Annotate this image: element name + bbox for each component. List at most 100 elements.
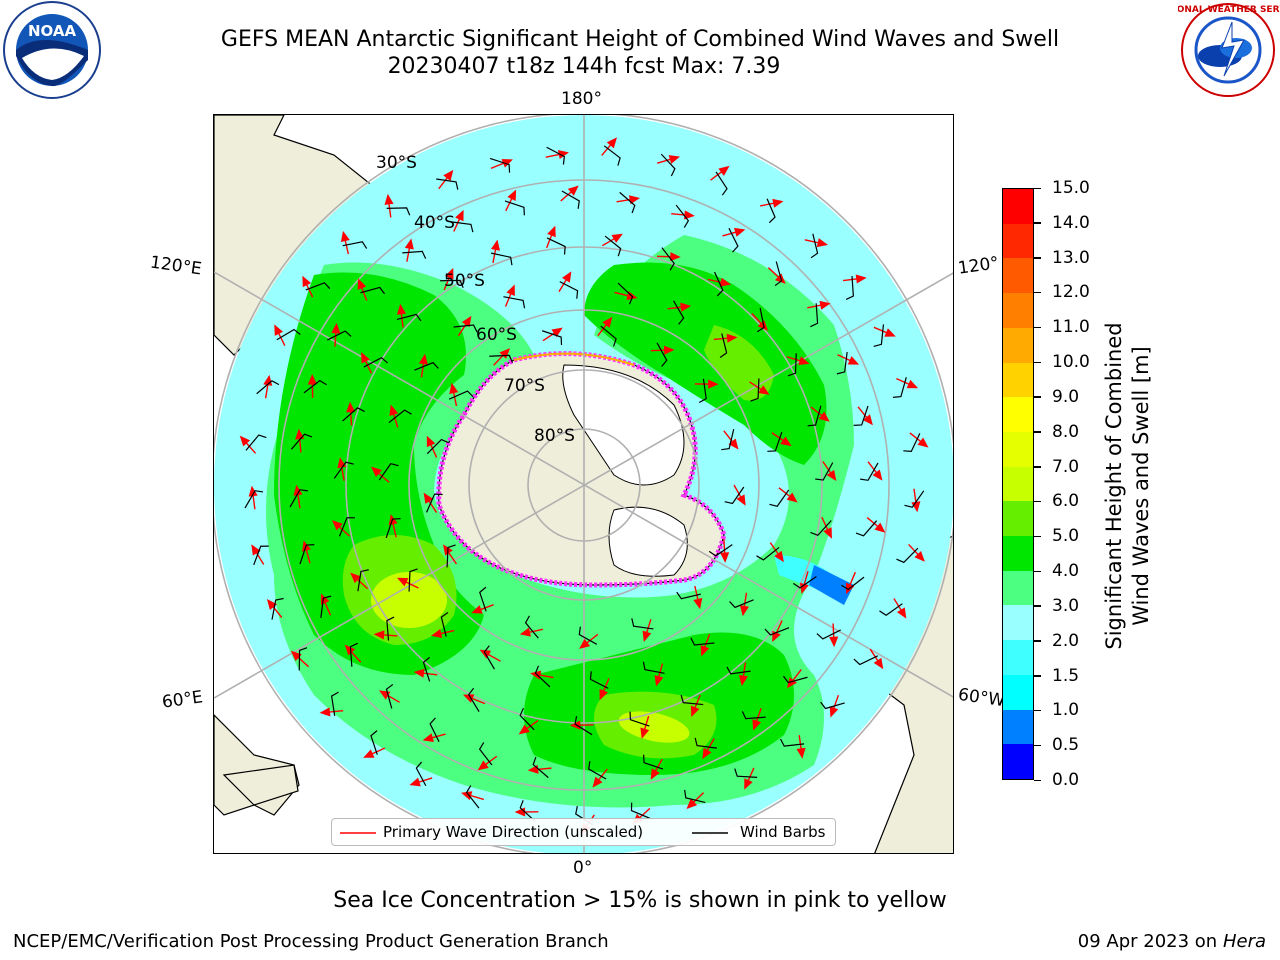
wave-arrow-head xyxy=(602,316,613,328)
colorbar-tick-mark xyxy=(1034,431,1041,433)
wind-barb xyxy=(357,569,369,592)
wave-arrow-head xyxy=(738,674,748,687)
wind-barb xyxy=(604,235,622,257)
wind-barb xyxy=(630,802,651,819)
wind-barb xyxy=(303,379,327,394)
wind-barb xyxy=(879,603,903,617)
wave-arrow-head xyxy=(702,747,712,760)
colorbar-segment xyxy=(1003,674,1033,710)
lon-label-0: 0° xyxy=(573,858,593,878)
wind-barb xyxy=(385,518,401,539)
wave-arrow-head xyxy=(592,776,603,788)
wave-arrow-head xyxy=(413,668,425,678)
wave-arrow-head xyxy=(331,520,343,531)
wind-barb xyxy=(519,800,536,822)
nws-logo: NATIONAL WEATHER SERVICE xyxy=(1153,0,1280,100)
map-svg xyxy=(214,115,953,853)
sea-ice-caption: Sea Ice Concentration > 15% is shown in … xyxy=(333,888,947,913)
wind-barb xyxy=(764,627,790,636)
wave-arrow-head xyxy=(728,438,739,450)
wave-arrow-head xyxy=(718,165,730,176)
wind-barb xyxy=(728,228,739,253)
wind-barb xyxy=(342,241,368,249)
wave-arrow-head xyxy=(409,777,421,787)
wave-arrow-head xyxy=(818,411,830,422)
colorbar-segment xyxy=(1003,709,1033,745)
wave-arrow-head xyxy=(693,598,703,610)
wave-core-7m-west xyxy=(371,572,447,628)
wave-arrow-head xyxy=(562,271,572,283)
colorbar-tick-label: 14.0 xyxy=(1052,212,1090,233)
colorbar-tick-label: 2.0 xyxy=(1052,630,1080,651)
footer-credit: NCEP/EMC/Verification Post Processing Pr… xyxy=(13,931,609,952)
colorbar-tick-label: 0.0 xyxy=(1052,770,1080,790)
wave-arrow-head xyxy=(719,277,731,287)
wind-barb xyxy=(378,463,399,481)
wind-barb xyxy=(290,433,313,450)
lat-label-80s: 80°S xyxy=(534,426,575,446)
wind-barb xyxy=(289,489,308,508)
footer-host: Hera xyxy=(1222,931,1266,952)
colorbar xyxy=(1002,188,1034,780)
wind-barb xyxy=(600,325,617,347)
colorbar-tick-mark xyxy=(1034,291,1041,294)
wind-barb xyxy=(617,282,634,305)
colorbar-tick-mark xyxy=(1034,222,1041,224)
chart-subtitle: 20230407 t18z 144h fcst Max: 7.39 xyxy=(387,54,781,79)
wave-arrow-head xyxy=(371,466,382,477)
wave-arrow-head xyxy=(518,724,530,735)
colorbar-segment xyxy=(1003,327,1033,363)
wind-barb xyxy=(721,428,735,451)
wave-arrow-head xyxy=(455,209,464,222)
wave-arrow-head xyxy=(251,544,261,556)
colorbar-tick-mark xyxy=(1034,500,1041,503)
colorbar-tick-mark xyxy=(1034,570,1041,573)
wind-barb xyxy=(402,250,427,259)
wind-barb xyxy=(656,342,668,367)
graticule xyxy=(214,115,953,853)
wind-barb xyxy=(836,352,848,375)
wind-barb xyxy=(643,754,664,770)
map-legend: Primary Wave Direction (unscaled) Wind B… xyxy=(331,818,836,846)
wave-arrow-head xyxy=(443,169,454,181)
colorbar-tick-label: 13.0 xyxy=(1052,247,1090,268)
colorbar-tick-label: 7.0 xyxy=(1052,456,1080,477)
colorbar-tick-mark xyxy=(1034,709,1041,712)
wind-barb xyxy=(661,247,675,271)
wave-arrow-head xyxy=(551,327,563,338)
wind-barb xyxy=(298,647,308,671)
wind-barb xyxy=(729,599,754,609)
wind-barb xyxy=(467,687,480,713)
wind-barb xyxy=(446,544,456,568)
wind-barb xyxy=(642,661,665,674)
wave-arrow-head xyxy=(340,230,350,243)
wind-barb xyxy=(349,642,358,667)
colorbar-label-line2: Wind Waves and Swell [m] xyxy=(1129,346,1153,626)
wave-arrow-head xyxy=(708,379,719,389)
footer-date: 09 Apr 2023 on Hera xyxy=(1078,931,1266,952)
wind-barb xyxy=(676,591,701,600)
wave-arrow-head xyxy=(599,688,608,701)
wave-arrow-head xyxy=(786,492,798,503)
colorbar-tick-label: 9.0 xyxy=(1052,386,1080,407)
wave-arrow-head xyxy=(295,428,305,440)
wave-arrow-head xyxy=(654,675,664,687)
colorbar-tick-label: 11.0 xyxy=(1052,317,1090,338)
wave-arrow-head xyxy=(642,630,652,642)
wind-barb xyxy=(483,645,495,670)
wind-barb xyxy=(845,276,854,300)
wave-arrow-head xyxy=(506,284,515,296)
wind-barb xyxy=(422,656,431,682)
wind-barb xyxy=(478,742,493,766)
colorbar-segment xyxy=(1003,744,1033,779)
wind-barb xyxy=(519,708,535,731)
wave-arrow-head xyxy=(397,577,409,587)
wind-barb xyxy=(816,629,841,640)
wave-arrow-head xyxy=(384,193,394,205)
wave-arrow-head xyxy=(736,494,746,506)
colorbar-tick-label: 4.0 xyxy=(1052,561,1080,582)
colorbar-segment xyxy=(1003,397,1033,432)
colorbar-tick-label: 15.0 xyxy=(1052,178,1090,198)
wave-arrow-head xyxy=(816,238,828,248)
wind-barb xyxy=(841,576,865,591)
